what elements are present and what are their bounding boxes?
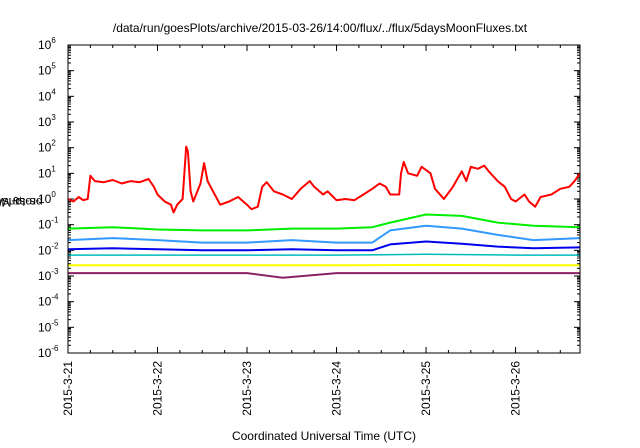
y-tick-label: 10-5 — [38, 318, 59, 334]
x-axis-ticks: 2015-3-21 2015-3-22 2015-3-23 2015-3-24 2015… — [61, 45, 561, 416]
x-tick-label: 2015-3-23 — [240, 361, 254, 416]
y-tick-label: 10-6 — [38, 344, 59, 360]
chart-title: /data/run/goesPlots/archive/2015-03-26/1… — [112, 21, 528, 35]
y-tick-label: 104 — [38, 87, 56, 103]
y-tick-label: 105 — [38, 62, 56, 78]
series-line-2 — [67, 224, 581, 244]
y-tick-label: 103 — [38, 113, 56, 129]
series-line-0 — [67, 145, 581, 214]
y-tick-label: 106 — [38, 36, 56, 52]
series-lines — [67, 145, 581, 279]
y-tick-label: 100 — [38, 190, 56, 206]
series-line-1 — [67, 213, 581, 232]
x-tick-label: 2015-3-22 — [151, 361, 165, 416]
y-axis-label-suffix: -s-sr-MeV — [0, 194, 40, 209]
series-line-3 — [67, 240, 581, 252]
series-line-6 — [68, 272, 580, 279]
y-tick-label: 102 — [38, 139, 56, 155]
plot-frame — [67, 44, 581, 354]
x-axis-label: Coordinated Universal Time (UTC) — [231, 429, 417, 443]
y-tick-label: 10-3 — [38, 267, 59, 283]
x-tick-label: 2015-3-21 — [61, 361, 75, 416]
y-tick-label: 101 — [38, 164, 56, 180]
series-line-4 — [68, 253, 580, 256]
y-tick-label: 10-2 — [38, 241, 59, 257]
y-axis-ticks: 10-6 10-5 10-4 10-3 10-2 10-1 100 101 102 103 104 1… — [38, 36, 580, 360]
y-tick-label: 10-1 — [38, 216, 59, 232]
x-tick-label: 2015-3-26 — [509, 361, 523, 416]
y-tick-label: 10-4 — [38, 293, 59, 309]
x-tick-label: 2015-3-25 — [419, 361, 433, 416]
x-tick-label: 2015-3-24 — [330, 361, 344, 416]
